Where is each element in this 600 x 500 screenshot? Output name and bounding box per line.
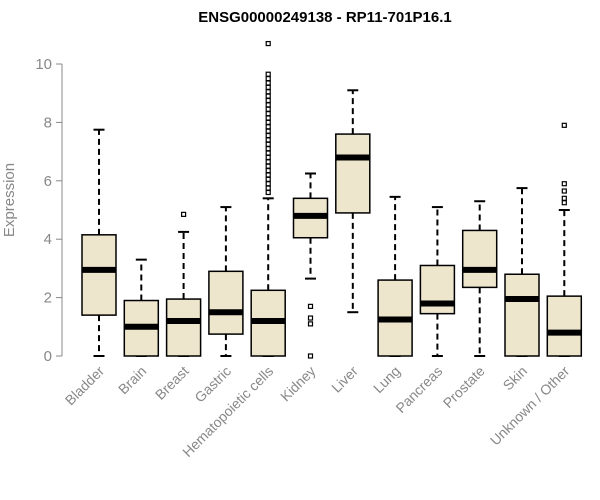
box-group — [546, 122, 583, 357]
x-category-label: Skin — [500, 363, 531, 394]
outlier-point — [265, 40, 271, 47]
outlier-point — [265, 119, 271, 126]
box-group — [335, 89, 371, 314]
outlier-point — [265, 71, 271, 77]
chart-title: ENSG00000249138 - RP11-701P16.1 — [198, 9, 452, 26]
outlier-point — [181, 211, 187, 217]
outlier-point — [561, 181, 567, 187]
outlier-point — [265, 159, 271, 165]
outlier-point — [265, 189, 271, 196]
outlier-point — [265, 84, 271, 90]
iqr-box — [81, 234, 117, 316]
outlier-point — [307, 315, 314, 321]
box-group — [461, 200, 498, 357]
outlier-point — [265, 154, 271, 161]
x-category-label: Pancreas — [392, 363, 445, 416]
outlier-point — [561, 195, 567, 201]
outlier-point — [265, 141, 271, 147]
iqr-box — [208, 270, 244, 335]
x-category-label: Prostate — [440, 363, 488, 411]
x-category-label: Breast — [152, 363, 192, 403]
outlier-point — [265, 163, 271, 169]
box-group — [377, 195, 413, 357]
y-axis-label: Expression — [1, 163, 18, 237]
box-group — [504, 187, 540, 357]
outlier-point — [307, 353, 314, 359]
outlier-point — [561, 188, 567, 194]
iqr-box — [461, 229, 498, 289]
box-plots — [81, 40, 583, 359]
outlier-point — [265, 176, 271, 182]
outlier-point — [265, 115, 271, 121]
outlier-point — [265, 146, 271, 152]
outlier-point — [265, 75, 271, 82]
x-category-label: Brain — [115, 363, 149, 397]
x-category-label: Lung — [370, 363, 403, 396]
x-category-label: Kidney — [277, 363, 319, 405]
outlier-point — [561, 122, 567, 128]
box-group — [81, 128, 117, 357]
y-axis: 0 2 4 6 8 10 — [35, 56, 63, 365]
outlier-point — [265, 128, 271, 134]
box-group — [419, 206, 456, 357]
outlier-point — [265, 137, 271, 143]
iqr-box — [335, 133, 371, 214]
y-tick-label: 4 — [44, 231, 52, 248]
iqr-box — [546, 295, 583, 357]
iqr-box — [165, 298, 202, 357]
outlier-point — [265, 93, 271, 99]
x-category-label: Unknown / Other — [487, 363, 573, 449]
iqr-box — [504, 273, 540, 357]
outlier-point — [265, 185, 271, 191]
outlier-point — [265, 89, 271, 95]
outlier-point — [265, 150, 271, 156]
outlier-point — [265, 97, 271, 104]
outlier-point — [265, 106, 271, 112]
box-group — [292, 172, 329, 359]
y-tick-label: 2 — [44, 290, 52, 307]
outlier-point — [307, 321, 314, 327]
box-group — [123, 258, 160, 357]
outlier-point — [265, 124, 271, 130]
outlier-point — [265, 111, 271, 117]
box-group — [208, 206, 244, 357]
x-category-label: Liver — [328, 363, 361, 396]
y-tick-label: 0 — [44, 348, 52, 365]
box-group — [250, 40, 286, 357]
box-group — [165, 211, 202, 357]
x-category-label: Bladder — [62, 363, 108, 409]
outlier-point — [561, 200, 567, 206]
y-tick-label: 6 — [44, 173, 52, 190]
outlier-point — [265, 80, 271, 86]
outlier-point — [265, 102, 271, 108]
y-tick-label: 10 — [35, 56, 52, 73]
outlier-point — [265, 181, 271, 187]
outlier-point — [265, 132, 271, 139]
outlier-point — [265, 172, 271, 178]
outlier-point — [265, 167, 271, 174]
y-tick-label: 8 — [44, 114, 52, 131]
outlier-point — [307, 303, 314, 309]
